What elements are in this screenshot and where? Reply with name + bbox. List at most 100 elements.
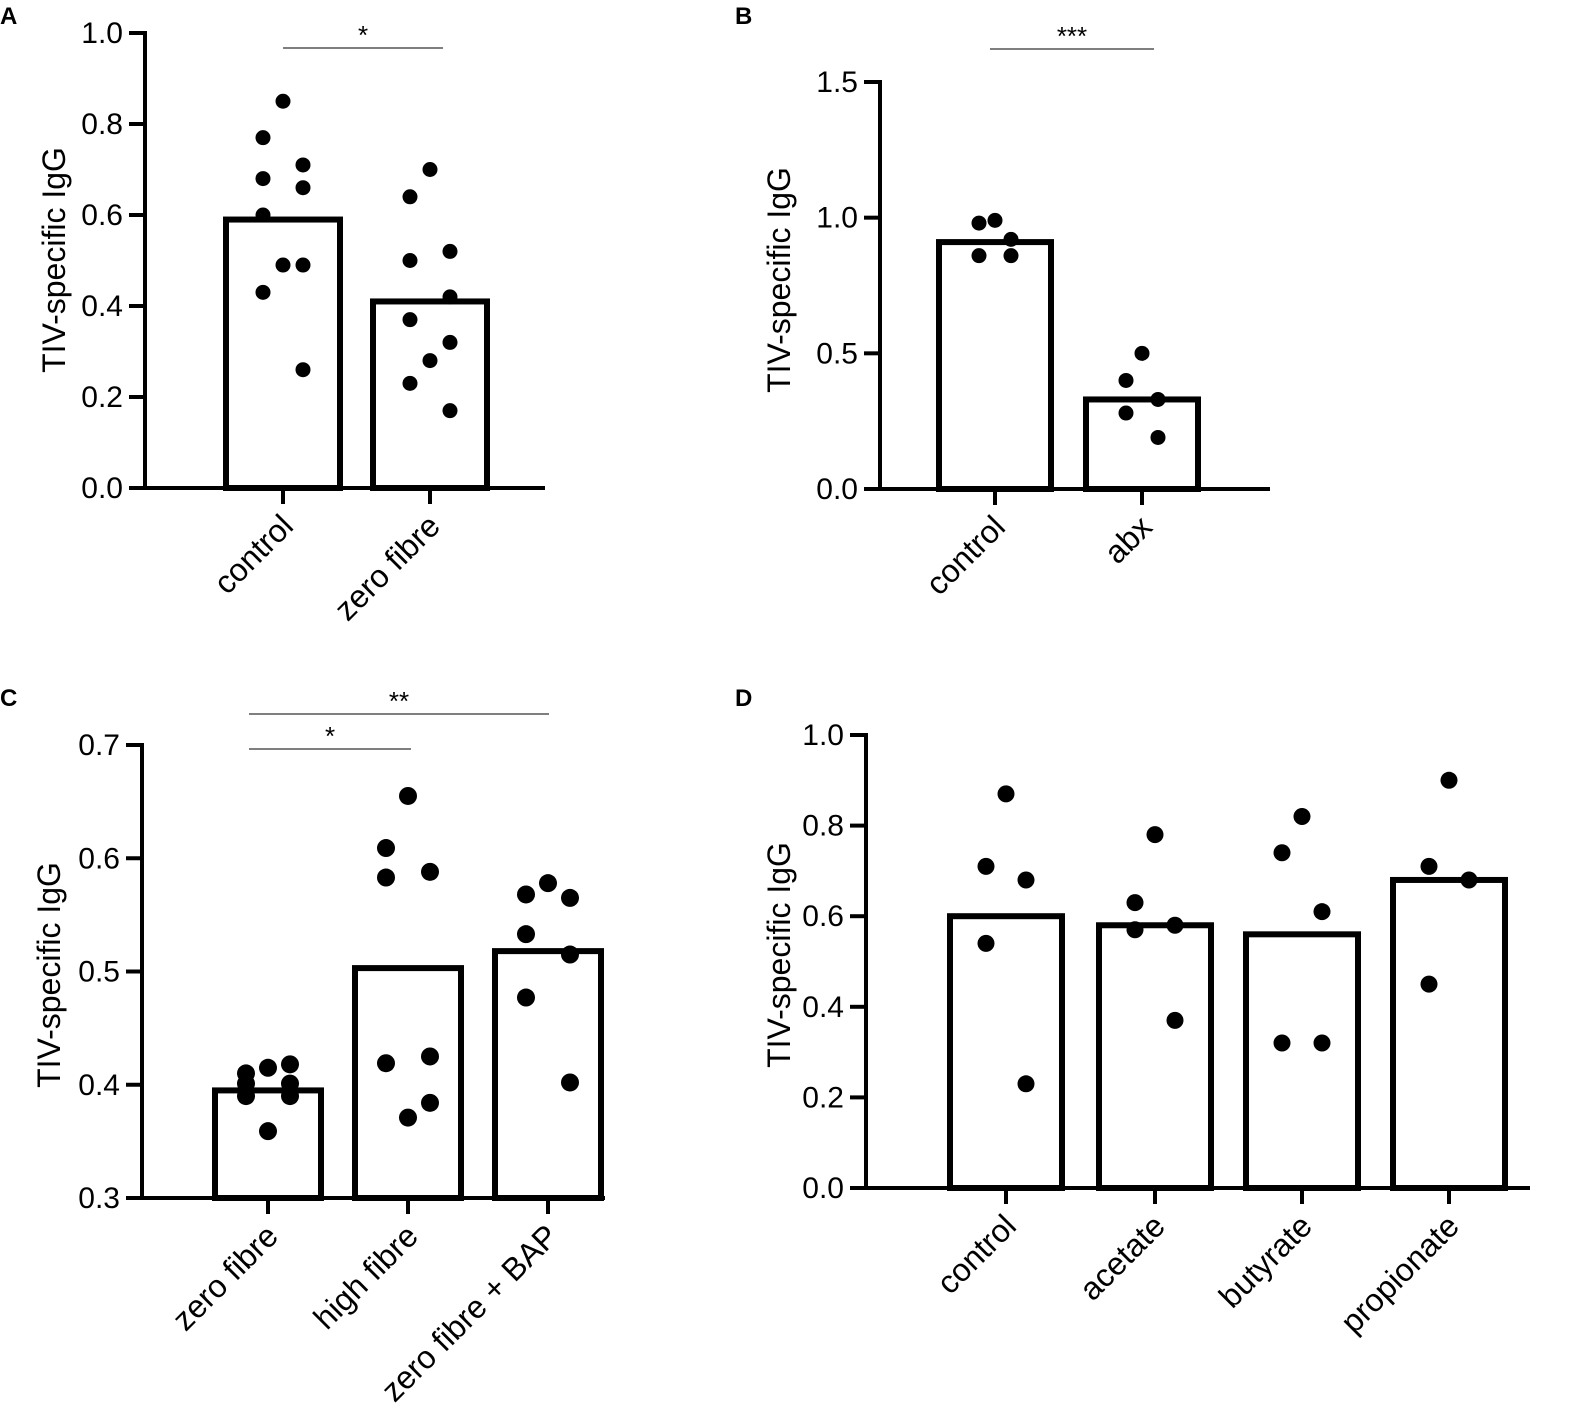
- y-tick-label: 0.0: [816, 473, 858, 506]
- y-tick-label: 0.8: [81, 108, 123, 141]
- y-tick-label: 0.5: [816, 337, 858, 370]
- data-point: [281, 1074, 299, 1093]
- y-tick-label: 1.0: [816, 202, 858, 235]
- x-category-label: zero fibre: [165, 1217, 285, 1337]
- data-point: [377, 1054, 395, 1073]
- y-tick-label: 0.6: [802, 900, 844, 933]
- data-point: [517, 885, 535, 904]
- data-point: [1273, 844, 1291, 862]
- data-point: [281, 1087, 299, 1106]
- data-point: [517, 925, 535, 944]
- x-category-label: control: [207, 507, 300, 600]
- y-tick-label: 0.4: [81, 290, 123, 323]
- data-point: [377, 839, 395, 858]
- data-point: [442, 334, 458, 350]
- data-point: [1313, 903, 1331, 921]
- data-point: [442, 243, 458, 259]
- data-point: [1118, 372, 1134, 388]
- bar-1: [936, 239, 1054, 492]
- y-tick-label: 0.2: [802, 1081, 844, 1114]
- data-point: [255, 171, 271, 187]
- panel-letter-b: B: [735, 3, 752, 30]
- data-point: [1420, 857, 1438, 875]
- data-point: [977, 857, 995, 875]
- significance-label: **: [389, 686, 409, 716]
- y-tick-label: 0.5: [78, 956, 120, 989]
- data-point: [1003, 248, 1019, 264]
- data-point: [561, 1073, 579, 1092]
- data-point: [259, 1058, 277, 1077]
- bar-4: [1390, 876, 1508, 1192]
- y-tick-label: 0.2: [81, 381, 123, 414]
- data-point: [1460, 871, 1478, 889]
- x-category-label: control: [930, 1207, 1023, 1300]
- data-point: [1273, 1034, 1291, 1052]
- y-tick-label: 0.0: [802, 1172, 844, 1205]
- data-point: [1293, 808, 1311, 826]
- data-point: [1150, 391, 1166, 407]
- data-point: [1017, 871, 1035, 889]
- data-point: [977, 934, 995, 952]
- data-point: [1440, 771, 1458, 789]
- data-point: [295, 362, 311, 378]
- data-point: [259, 1122, 277, 1141]
- panel-d: D 0.0 0.2 0.4 0.6 0.8 1.0 control acetate butyra…: [735, 685, 1530, 1340]
- data-point: [399, 1108, 417, 1127]
- y-tick-label: 0.3: [78, 1182, 120, 1215]
- data-point: [237, 1087, 255, 1106]
- bar-3: [1243, 931, 1361, 1191]
- data-point: [442, 403, 458, 419]
- y-axis-label: TIV-specific IgG: [761, 167, 797, 393]
- data-point: [275, 257, 291, 273]
- data-point: [561, 888, 579, 907]
- data-point: [1146, 826, 1164, 844]
- data-point: [1313, 1034, 1331, 1052]
- data-point: [561, 945, 579, 964]
- data-point: [1420, 975, 1438, 993]
- data-point: [971, 215, 987, 231]
- bar-1: [947, 913, 1065, 1191]
- x-category-label: abx: [1097, 508, 1159, 570]
- data-point: [295, 157, 311, 173]
- data-point: [517, 988, 535, 1007]
- panel-letter-c: C: [0, 685, 17, 712]
- data-point: [539, 874, 557, 893]
- data-point: [1017, 1075, 1035, 1093]
- data-point: [1003, 231, 1019, 247]
- y-tick-label: 0.0: [81, 472, 123, 505]
- y-tick-label: 0.7: [78, 729, 120, 762]
- data-point: [1118, 405, 1134, 421]
- data-point: [422, 353, 438, 369]
- y-tick-label: 0.4: [78, 1069, 120, 1102]
- y-tick-label: 1.5: [816, 66, 858, 99]
- bar-3: [492, 948, 604, 1201]
- data-point: [1166, 1011, 1184, 1029]
- data-point: [402, 253, 418, 268]
- y-tick-label: 0.6: [78, 842, 120, 875]
- x-category-label: control: [919, 508, 1012, 601]
- data-point: [421, 862, 439, 881]
- data-point: [295, 257, 311, 273]
- data-point: [255, 284, 271, 300]
- bar-2: [352, 965, 464, 1201]
- y-axis-label: TIV-specific IgG: [36, 147, 72, 373]
- data-point: [295, 180, 311, 196]
- significance-label: *: [358, 20, 368, 50]
- data-point: [997, 785, 1015, 803]
- x-category-label: butyrate: [1212, 1207, 1319, 1314]
- data-point: [1134, 345, 1150, 361]
- data-point: [1126, 921, 1144, 939]
- bar-2: [370, 298, 490, 492]
- data-point: [971, 248, 987, 264]
- panel-letter-d: D: [735, 685, 752, 712]
- significance-label: ***: [1057, 21, 1087, 51]
- data-point: [987, 212, 1003, 228]
- data-point: [255, 207, 271, 223]
- data-point: [442, 289, 458, 305]
- bar-1: [212, 1087, 324, 1201]
- data-point: [255, 130, 271, 146]
- data-point: [421, 1093, 439, 1112]
- bar-2: [1083, 396, 1201, 492]
